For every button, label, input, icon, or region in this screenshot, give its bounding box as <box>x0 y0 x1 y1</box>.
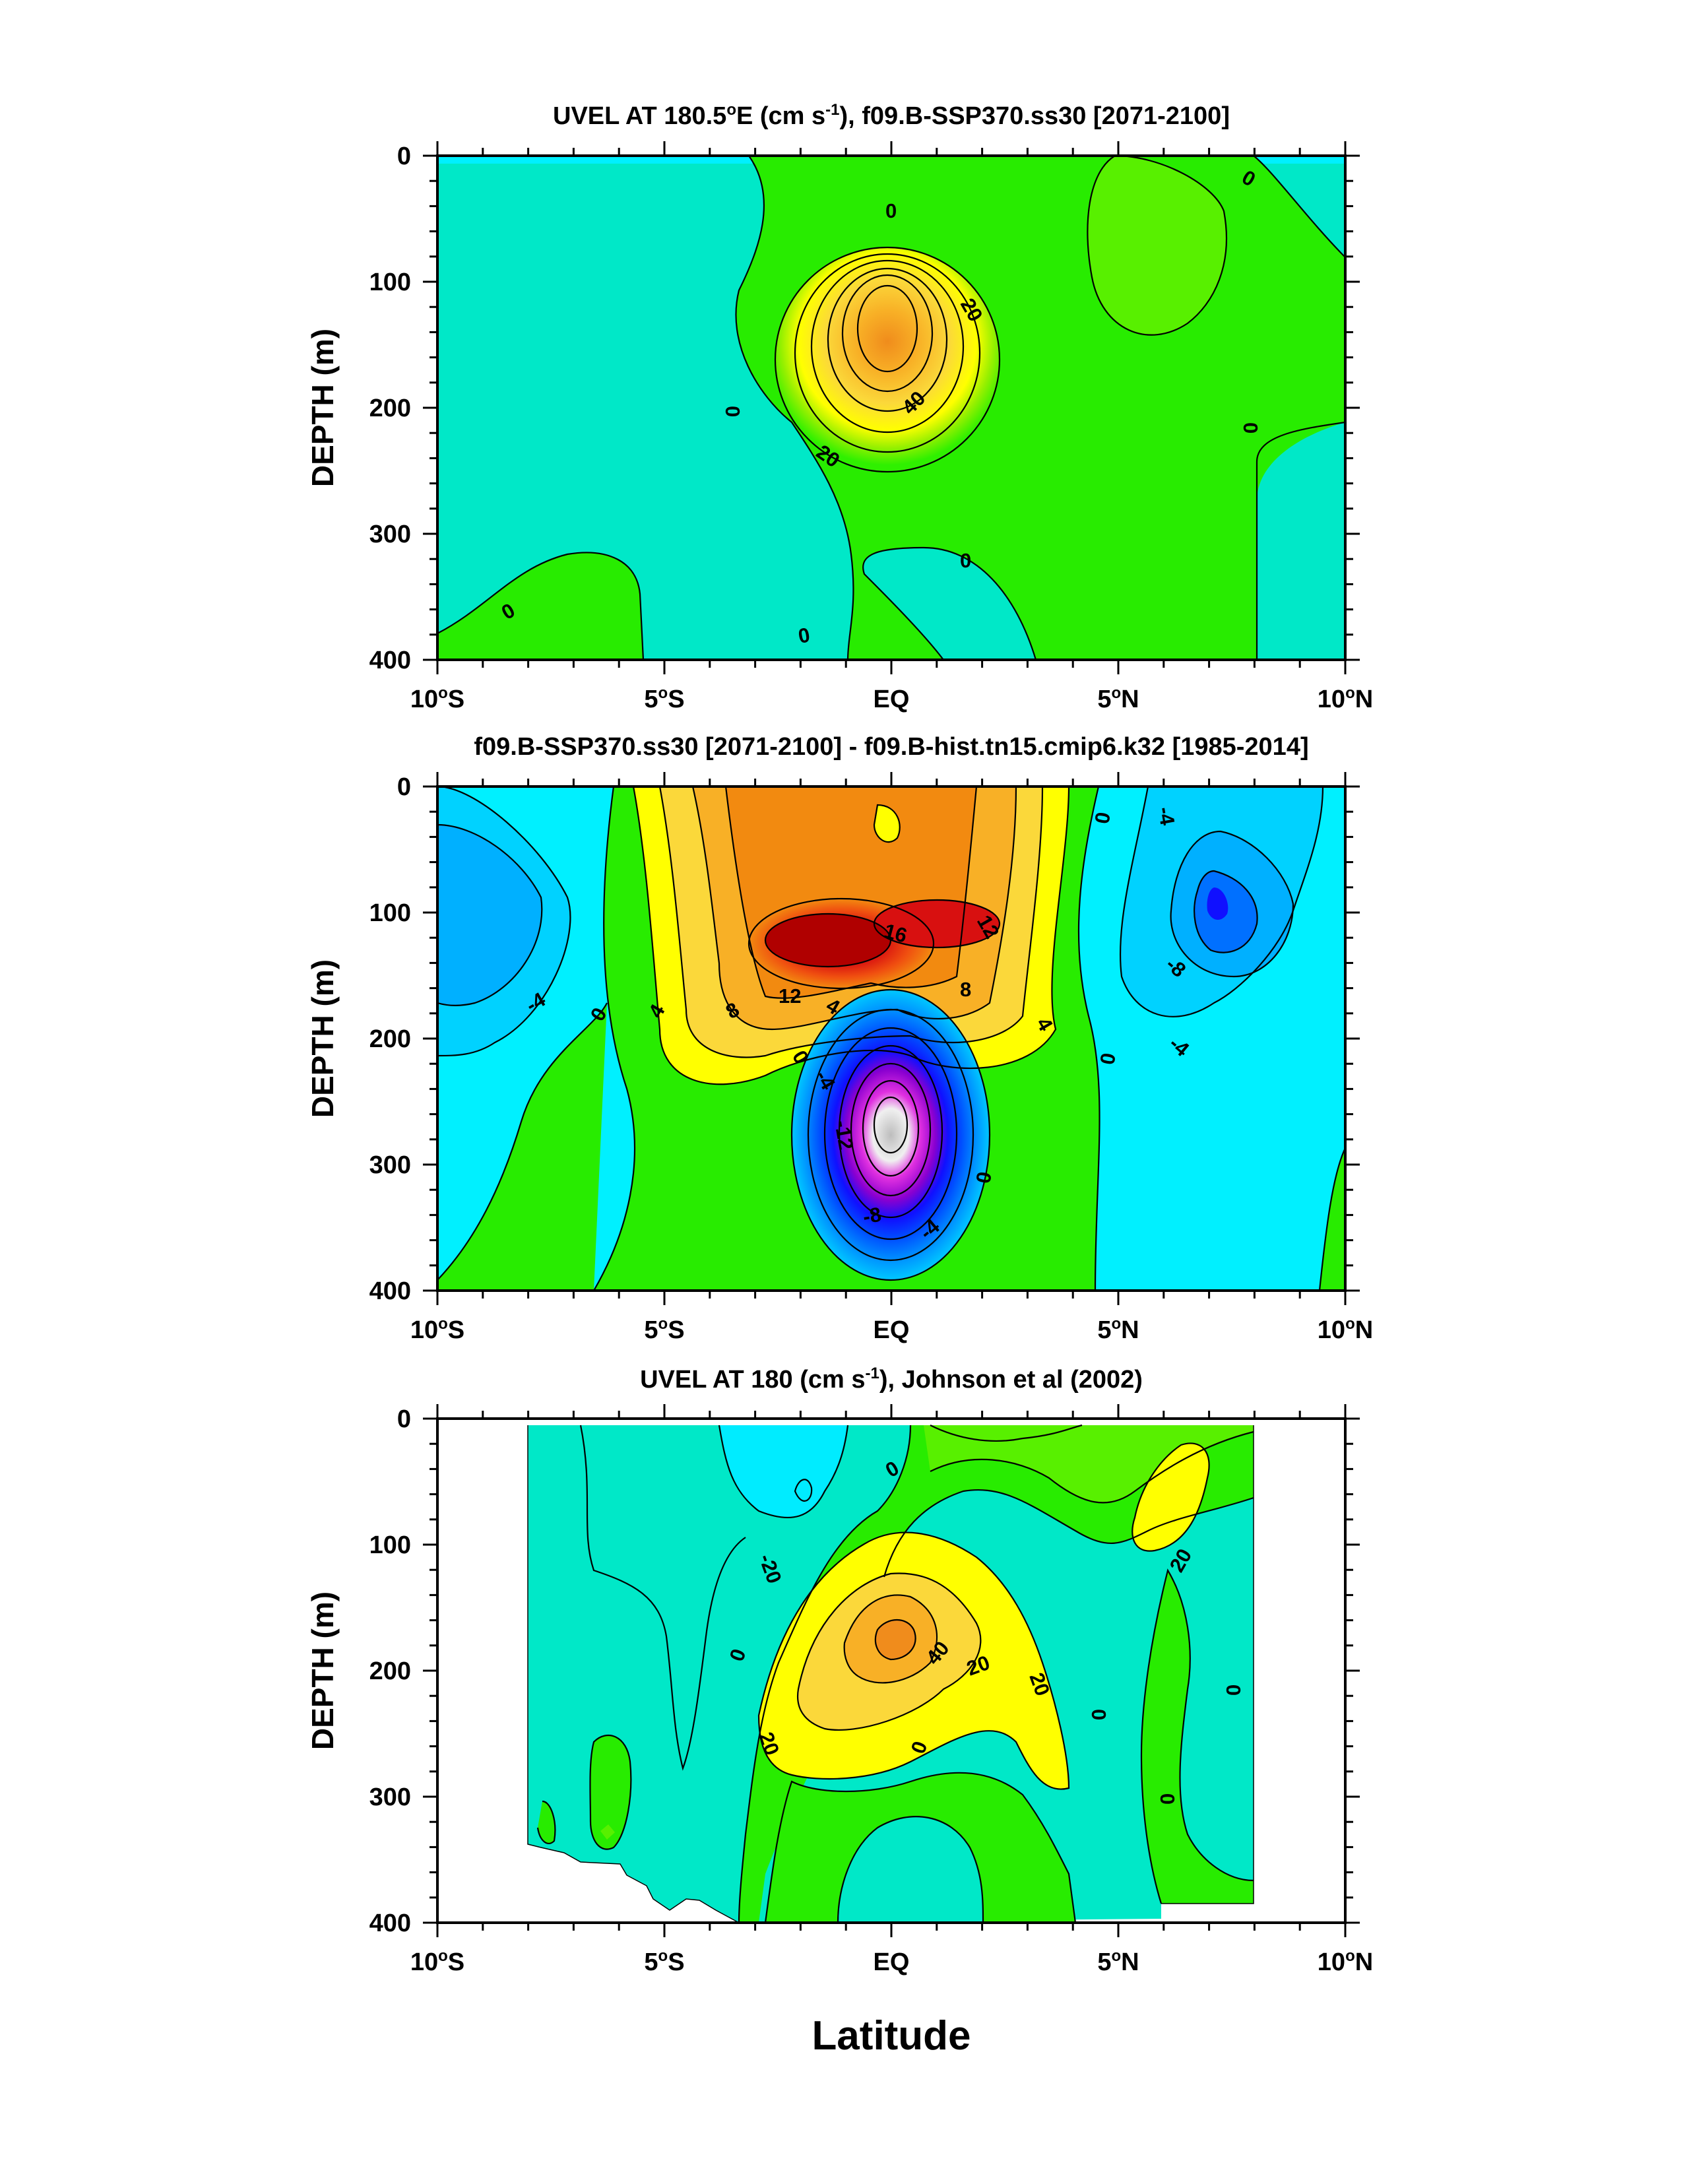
panel-2-westward-core <box>792 990 990 1280</box>
contour-label: 0 <box>1239 422 1262 434</box>
y-tick-label: 100 <box>369 899 411 927</box>
panel-1-title: UVEL AT 180.5oE (cm s-1), f09.B-SSP370.s… <box>553 101 1230 130</box>
contour-label: 0 <box>1087 1709 1110 1720</box>
panel-3: UVEL AT 180 (cm s-1), Johnson et al (200… <box>305 1365 1373 1976</box>
contour-label: 0 <box>885 199 897 222</box>
y-tick-label: 400 <box>369 647 411 674</box>
y-tick-label: 0 <box>397 143 411 170</box>
y-axis-label: DEPTH (m) <box>305 959 340 1118</box>
y-tick-label: 400 <box>369 1910 411 1937</box>
x-tick-label: 10oS <box>410 1315 464 1344</box>
contour-label: -8 <box>861 1203 883 1229</box>
x-tick-label: 10oS <box>410 1947 464 1976</box>
y-tick-label: 300 <box>369 521 411 548</box>
y-tick-label: 400 <box>369 1277 411 1305</box>
panel-1: UVEL AT 180.5oE (cm s-1), f09.B-SSP370.s… <box>305 101 1373 713</box>
y-tick-label: 300 <box>369 1151 411 1179</box>
x-tick-label: 5oN <box>1097 1947 1139 1976</box>
x-tick-label: 10oN <box>1318 684 1373 713</box>
y-tick-label: 0 <box>397 1405 411 1433</box>
panel-3-contour-field: 0 -20 0 40 20 20 20 20 0 0 0 0 <box>527 1424 1254 1923</box>
y-tick-label: 200 <box>369 1025 411 1053</box>
x-tick-label: 10oN <box>1318 1315 1373 1344</box>
panel-1-green-lobe <box>1087 156 1227 335</box>
y-tick-label: 100 <box>369 1531 411 1559</box>
panel-1-eastward-jet <box>775 247 1000 472</box>
contour-label: 0 <box>1156 1793 1179 1805</box>
x-tick-label: 10oN <box>1318 1947 1373 1976</box>
panel-3-title: UVEL AT 180 (cm s-1), Johnson et al (200… <box>640 1365 1143 1394</box>
x-tick-label: 5oS <box>644 1315 684 1344</box>
panel-1-green-sw <box>437 552 643 660</box>
y-tick-label: 200 <box>369 395 411 422</box>
x-tick-label: 5oN <box>1097 1315 1139 1344</box>
contour-label: 8 <box>960 978 971 1001</box>
contour-label: 0 <box>721 406 744 417</box>
contour-label: 0 <box>1090 810 1114 825</box>
panel-2: f09.B-SSP370.ss30 [2071-2100] - f09.B-hi… <box>305 733 1373 1344</box>
x-tick-label: EQ <box>874 1316 910 1344</box>
contour-label: 0 <box>1222 1685 1245 1696</box>
y-tick-label: 100 <box>369 269 411 296</box>
x-axis-label: Latitude <box>812 2013 971 2059</box>
contour-label: -12 <box>830 1118 858 1151</box>
x-tick-label: EQ <box>874 1948 910 1976</box>
x-tick-label: 5oS <box>644 1947 684 1976</box>
y-axis-label: DEPTH (m) <box>305 1591 340 1750</box>
contour-label: 0 <box>971 1170 996 1185</box>
panel-1-contour-field: 0 0 20 40 20 0 0 0 0 0 <box>437 156 1345 660</box>
y-tick-label: 300 <box>369 1783 411 1811</box>
contour-label: 0 <box>1095 1051 1120 1066</box>
panel-2-contour-field: -4 0 4 8 12 4 16 12 8 4 0 -4 -12 -8 -4 0… <box>437 787 1345 1291</box>
contour-label: 12 <box>779 984 801 1008</box>
y-tick-label: 0 <box>397 773 411 801</box>
contour-label: 0 <box>960 549 971 572</box>
x-tick-label: 5oN <box>1097 684 1139 713</box>
x-tick-label: EQ <box>874 686 910 713</box>
x-tick-label: 10oS <box>410 684 464 713</box>
panel-2-title: f09.B-SSP370.ss30 [2071-2100] - f09.B-hi… <box>474 733 1308 761</box>
contour-label: 0 <box>796 623 812 647</box>
y-tick-label: 200 <box>369 1657 411 1685</box>
x-tick-label: 5oS <box>644 684 684 713</box>
y-axis-label: DEPTH (m) <box>305 329 340 487</box>
